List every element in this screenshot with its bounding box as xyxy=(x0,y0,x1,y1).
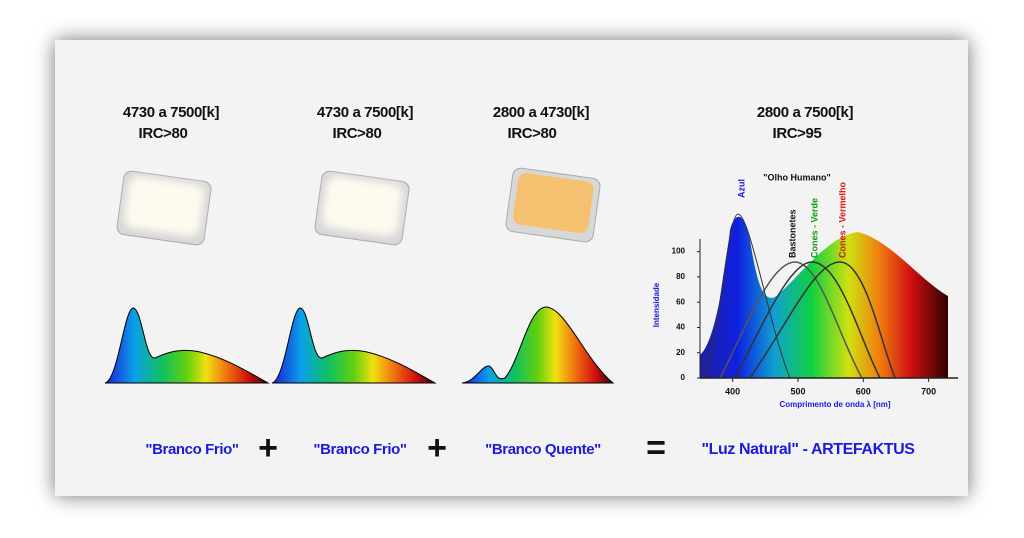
curve-blue xyxy=(704,213,791,379)
temperature: 2800 a 7500[k] xyxy=(757,104,854,121)
spectrum-chart: "Olho Humano" Azul Bastonetes Cones - Ve… xyxy=(652,172,958,409)
curve-red xyxy=(749,261,896,379)
led xyxy=(314,170,410,246)
curve-label: Bastonetes xyxy=(787,209,797,258)
led xyxy=(116,170,212,246)
y-tick-label: 40 xyxy=(676,323,685,332)
chart-title: "Olho Humano" xyxy=(763,172,831,182)
curve-label: Cones - Vermelho xyxy=(837,181,847,258)
y-axis-label: Intensidade xyxy=(652,282,661,327)
led xyxy=(505,167,601,243)
x-tick-label: 400 xyxy=(725,386,740,396)
led-label: "Branco Quente" xyxy=(485,441,601,458)
curve-rods xyxy=(719,261,863,379)
temperature: 2800 a 4730[k] xyxy=(493,104,590,121)
temperature: 4730 a 7500[k] xyxy=(317,104,414,121)
x-axis-label: Comprimento de onda λ [nm] xyxy=(779,400,890,409)
y-tick-label: 0 xyxy=(681,373,686,382)
irc: IRC>95 xyxy=(773,125,822,142)
led-label: "Luz Natural" - ARTEFAKTUS xyxy=(701,441,915,458)
y-tick-label: 20 xyxy=(676,348,685,357)
y-tick-label: 100 xyxy=(672,247,686,256)
spectrum-cold xyxy=(104,307,270,384)
irc: IRC>80 xyxy=(139,125,188,142)
spectrum-warm xyxy=(461,306,615,384)
x-tick-label: 600 xyxy=(856,386,871,396)
curve-green xyxy=(734,261,881,379)
irc: IRC>80 xyxy=(508,125,557,142)
spectrum-cold xyxy=(271,307,437,384)
operator: + xyxy=(427,429,447,467)
y-tick-label: 60 xyxy=(676,297,685,306)
x-tick-label: 500 xyxy=(790,386,805,396)
irc: IRC>80 xyxy=(333,125,382,142)
spectrum-area xyxy=(700,216,948,378)
operator: = xyxy=(646,429,666,467)
led-label: "Branco Frio" xyxy=(313,441,406,458)
led-label: "Branco Frio" xyxy=(145,441,238,458)
operator: + xyxy=(258,429,278,467)
curve-label: Azul xyxy=(736,179,746,198)
temperature: 4730 a 7500[k] xyxy=(123,104,220,121)
y-tick-label: 80 xyxy=(676,272,685,281)
x-tick-label: 700 xyxy=(921,386,936,396)
curve-label: Cones - Verde xyxy=(809,198,819,258)
